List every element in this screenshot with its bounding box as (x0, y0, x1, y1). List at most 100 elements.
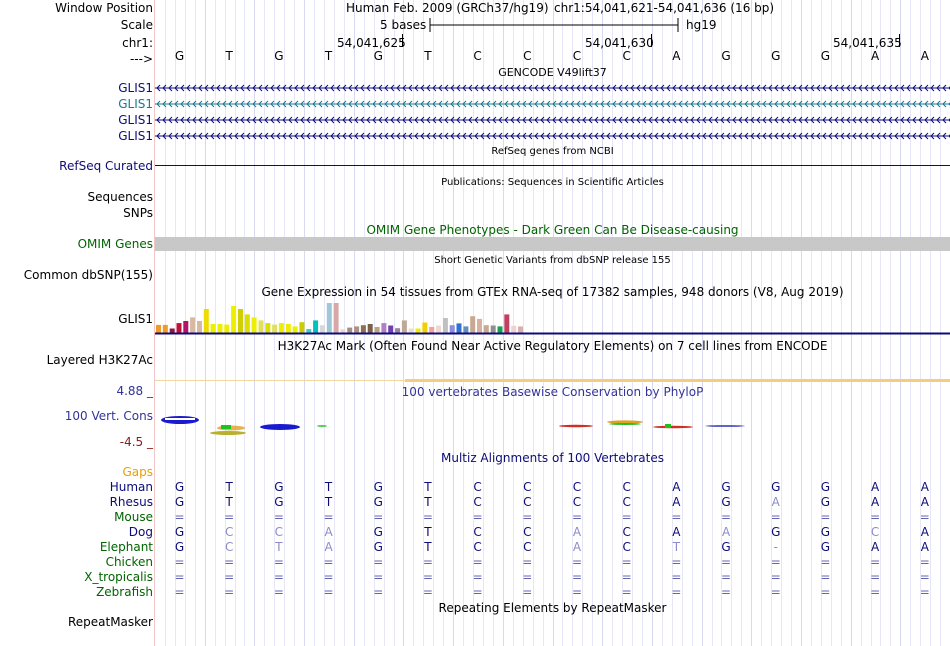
gtex-tissue-bar (190, 317, 196, 333)
gtex-tissue-bar (470, 316, 476, 333)
alignment-base: = (571, 570, 583, 584)
gencode-track-label[interactable]: GLIS1 (118, 113, 153, 127)
species-label[interactable]: Mouse (114, 510, 153, 524)
gtex-tissue-bar (306, 329, 312, 333)
phylop-logo[interactable] (155, 400, 950, 445)
gtex-tissue-bar (436, 325, 441, 333)
phylop-title[interactable]: 100 vertebrates Basewise Conservation by… (401, 385, 704, 399)
base-gridlines (165, 0, 941, 646)
snps-label[interactable]: SNPs (123, 206, 153, 220)
alignment-base: G (274, 495, 284, 509)
gtex-tissue-bar (278, 323, 284, 333)
multiz-title[interactable]: Multiz Alignments of 100 Vertebrates (440, 451, 665, 465)
omim-feature-bar[interactable] (155, 237, 950, 251)
dbsnp-title[interactable]: Short Genetic Variants from dbSNP releas… (434, 255, 671, 266)
refseq-feature[interactable] (155, 165, 950, 166)
gencode-feature[interactable] (155, 83, 950, 93)
h3k27ac-label[interactable]: Layered H3K27Ac (46, 353, 153, 367)
species-label[interactable]: Chicken (105, 555, 153, 569)
alignment-base: G (721, 540, 731, 554)
alignment-base: G (174, 480, 185, 494)
h3k27ac-signal (405, 379, 950, 382)
gencode-feature[interactable] (155, 131, 950, 141)
alignment-base: = (870, 510, 881, 524)
alignment-base: G (771, 480, 781, 494)
gtex-tissue-bar (313, 320, 319, 333)
alignment-base: A (871, 540, 880, 554)
species-label[interactable]: Human (109, 480, 153, 494)
gtex-tissue-bar (244, 314, 250, 333)
h3k27ac-title[interactable]: H3K27Ac Mark (Often Found Near Active Re… (277, 339, 828, 353)
alignment-base: C (224, 540, 234, 554)
dbsnp-label[interactable]: Common dbSNP(155) (23, 268, 153, 282)
alignment-base: = (422, 510, 433, 524)
alignment-base: C (473, 525, 482, 539)
gencode-track-label[interactable]: GLIS1 (118, 81, 153, 95)
gtex-tissue-bar (483, 325, 489, 333)
alignment-base: = (671, 570, 682, 584)
gaps-label[interactable]: Gaps (122, 465, 153, 479)
alignment-base: = (273, 510, 284, 524)
gencode-track-label[interactable]: GLIS1 (118, 129, 153, 143)
alignment-base: G (820, 525, 831, 539)
alignment-base: = (373, 585, 384, 599)
species-label[interactable]: Dog (128, 525, 153, 539)
gtex-tissue-bar (374, 327, 380, 333)
alignment-base: = (820, 585, 831, 599)
alignment-base: C (572, 495, 582, 509)
gtex-tissue-bar (463, 326, 469, 333)
gtex-tissue-bar (197, 321, 202, 333)
gencode-feature[interactable] (155, 99, 950, 109)
base: C (523, 49, 532, 63)
phylop-max-label: 4.88 _ (116, 384, 153, 398)
species-label[interactable]: Rhesus (109, 495, 153, 509)
gtex-tissue-bar (395, 328, 401, 333)
species-label[interactable]: X_tropicalis (84, 570, 153, 584)
publications-title[interactable]: Publications: Sequences in Scientific Ar… (441, 177, 664, 188)
gtex-tissue-bar (477, 318, 482, 333)
window-position-label: Window Position (55, 1, 153, 15)
gencode-feature[interactable] (155, 115, 950, 125)
strand-label: ---> (129, 52, 153, 66)
gtex-label[interactable]: GLIS1 (118, 312, 153, 326)
alignment-base: A (324, 540, 333, 554)
omim-title[interactable]: OMIM Gene Phenotypes - Dark Green Can Be… (366, 223, 739, 237)
alignment-base: = (671, 585, 682, 599)
alignment-base: = (571, 585, 583, 599)
alignment-base: = (174, 555, 185, 569)
alignment-base: G (274, 480, 284, 494)
alignment-base: = (224, 585, 235, 599)
alignment-base: C (523, 480, 532, 494)
gencode-title[interactable]: GENCODE V49lift37 (498, 66, 607, 79)
omim-label[interactable]: OMIM Genes (77, 237, 153, 251)
gencode-track-label[interactable]: GLIS1 (118, 97, 153, 111)
gtex-tissue-bar (347, 327, 353, 333)
alignment-base: C (523, 525, 532, 539)
gtex-tissue-bar (231, 306, 237, 333)
species-label[interactable]: Zebrafish (96, 585, 153, 599)
gtex-tissue-bar (176, 323, 182, 333)
alignment-base: = (472, 585, 483, 599)
alignment-base: A (871, 480, 880, 494)
repeatmasker-title[interactable]: Repeating Elements by RepeatMasker (438, 601, 667, 615)
alignment-base: = (273, 570, 284, 584)
refseq-label[interactable]: RefSeq Curated (59, 159, 153, 173)
alignment-base: = (770, 570, 781, 584)
gtex-tissue-bar (367, 324, 373, 333)
alignment-base: C (224, 525, 234, 539)
ruler-tick-1: 54,041,625 (337, 36, 406, 50)
gtex-tissue-bar (429, 327, 435, 333)
gtex-tissue-bar (401, 320, 407, 333)
sequences-label[interactable]: Sequences (87, 190, 153, 204)
gtex-title[interactable]: Gene Expression in 54 tissues from GTEx … (261, 285, 844, 299)
refseq-title[interactable]: RefSeq genes from NCBI (491, 146, 614, 157)
alignment-base: = (721, 555, 732, 569)
alignment-base: G (820, 495, 831, 509)
phylop-label[interactable]: 100 Vert. Cons (64, 409, 153, 423)
gtex-tissue-bar (504, 314, 510, 333)
gtex-expression-chart[interactable] (155, 300, 950, 336)
gtex-tissue-bar (340, 329, 346, 333)
species-label[interactable]: Elephant (99, 540, 153, 554)
repeatmasker-label[interactable]: RepeatMasker (67, 615, 153, 629)
